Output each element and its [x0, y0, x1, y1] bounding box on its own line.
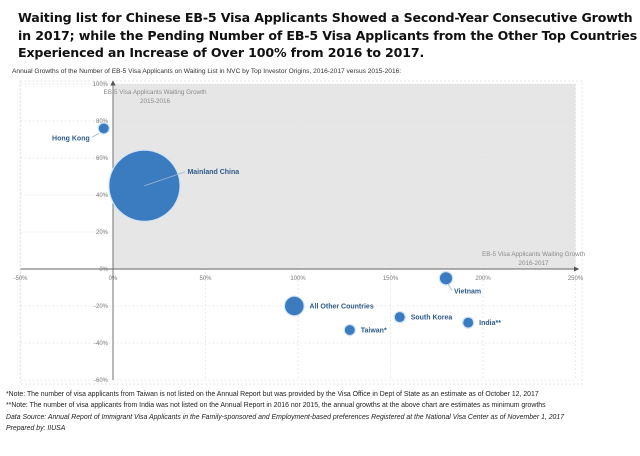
point-all-other-countries: All Other Countries [283, 295, 374, 317]
x-axis-title-line1: EB-5 Visa Applicants Waiting Growth [482, 251, 585, 258]
y-tick-label: 20% [96, 230, 109, 236]
data-source: Data Source: Annual Report of Immigrant … [6, 413, 565, 421]
bubble [98, 123, 109, 134]
bubble [439, 272, 453, 285]
tick-labels: -50% 0% 50% 100% 150% 200% 250% -60% -40% -20% 0% 2… [13, 82, 583, 384]
point-label: Vietnam [454, 288, 481, 295]
plot-area-border [19, 80, 583, 385]
bubble [285, 296, 304, 316]
point-label: Mainland China [187, 169, 239, 176]
point-taiwan: Taiwan* [343, 323, 387, 337]
data-points: Hong Kong Mainland China All Other Countri… [52, 122, 501, 337]
point-label: Hong Kong [52, 135, 90, 142]
x-tick-label: -50% [13, 276, 28, 282]
chart-subtitle: Annual Growths of the Number of EB-5 Vis… [12, 68, 402, 75]
point-label: India** [479, 320, 501, 327]
point-label: South Korea [411, 315, 453, 322]
note-india: **Note: The number of visa applicants fr… [6, 402, 546, 410]
x-axis-title-line2: 2016-2017 [518, 260, 549, 267]
x-tick-label: 250% [568, 276, 584, 282]
point-hong-kong: Hong Kong [52, 122, 110, 142]
bubble [394, 312, 405, 323]
chart-headline: Waiting list for Chinese EB-5 Visa Appli… [18, 10, 638, 60]
x-tick-label: 50% [199, 276, 212, 282]
y-axis-title-line2: 2015-2016 [140, 98, 171, 105]
label-leader-line [447, 284, 453, 291]
point-mainland-china: Mainland China [108, 149, 239, 222]
point-india: India** [462, 316, 501, 329]
highlight-quadrant [113, 84, 576, 269]
y-axis-title-line1: EB-5 Visa Applicants Waiting Growth [104, 89, 207, 96]
y-tick-label: -40% [94, 341, 109, 347]
bubble [463, 317, 474, 328]
y-tick-label: -60% [94, 378, 109, 384]
y-tick-label: 80% [96, 119, 109, 125]
footnotes: *Note: The number of visa applicants fro… [6, 389, 564, 434]
note-taiwan: *Note: The number of visa applicants fro… [6, 391, 539, 398]
x-tick-label: 0% [109, 276, 118, 282]
x-tick-label: 150% [383, 276, 399, 282]
point-label: Taiwan* [361, 328, 387, 335]
y-tick-label: 100% [93, 82, 109, 88]
point-vietnam: Vietnam [438, 270, 481, 295]
axes [20, 80, 580, 380]
bubble [344, 325, 355, 335]
x-tick-label: 200% [475, 276, 491, 282]
x-tick-label: 100% [290, 276, 306, 282]
point-south-korea: South Korea [393, 310, 453, 324]
label-leader-line [144, 171, 186, 187]
bubble-chart: -50% 0% 50% 100% 150% 200% 250% -60% -40% -20% 0% 2… [13, 80, 585, 385]
y-tick-label: 60% [96, 156, 109, 162]
point-label: All Other Countries [310, 304, 374, 311]
prepared-by: Prepared by: IIUSA [6, 424, 66, 432]
label-leader-line [91, 133, 99, 138]
y-tick-label: 40% [96, 193, 109, 199]
y-tick-label: 0% [99, 267, 108, 273]
y-tick-label: -20% [94, 304, 109, 310]
